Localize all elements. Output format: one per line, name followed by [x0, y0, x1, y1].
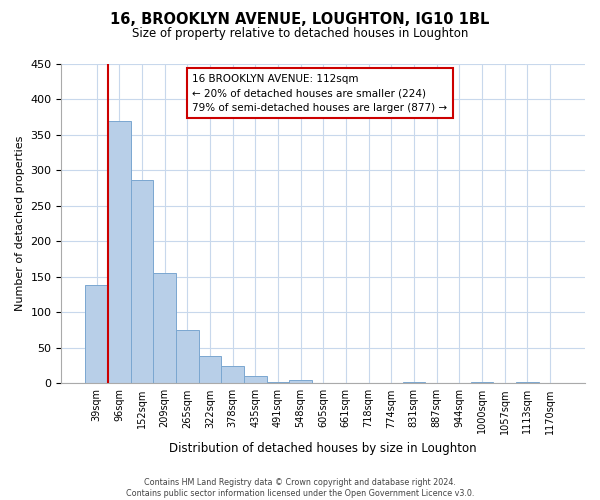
Bar	[131, 180, 153, 384]
Bar	[403, 382, 425, 384]
Bar	[470, 382, 493, 384]
Bar	[289, 380, 312, 384]
Text: 16 BROOKLYN AVENUE: 112sqm
← 20% of detached houses are smaller (224)
79% of sem: 16 BROOKLYN AVENUE: 112sqm ← 20% of deta…	[193, 74, 448, 113]
Text: Size of property relative to detached houses in Loughton: Size of property relative to detached ho…	[132, 28, 468, 40]
X-axis label: Distribution of detached houses by size in Loughton: Distribution of detached houses by size …	[169, 442, 477, 455]
Y-axis label: Number of detached properties: Number of detached properties	[15, 136, 25, 312]
Bar	[516, 382, 539, 384]
Text: Contains HM Land Registry data © Crown copyright and database right 2024.
Contai: Contains HM Land Registry data © Crown c…	[126, 478, 474, 498]
Bar	[221, 366, 244, 384]
Bar	[153, 272, 176, 384]
Bar	[85, 286, 108, 384]
Bar	[312, 382, 335, 384]
Bar	[176, 330, 199, 384]
Bar	[199, 356, 221, 384]
Bar	[266, 382, 289, 384]
Bar	[244, 376, 266, 384]
Text: 16, BROOKLYN AVENUE, LOUGHTON, IG10 1BL: 16, BROOKLYN AVENUE, LOUGHTON, IG10 1BL	[110, 12, 490, 28]
Bar	[108, 121, 131, 384]
